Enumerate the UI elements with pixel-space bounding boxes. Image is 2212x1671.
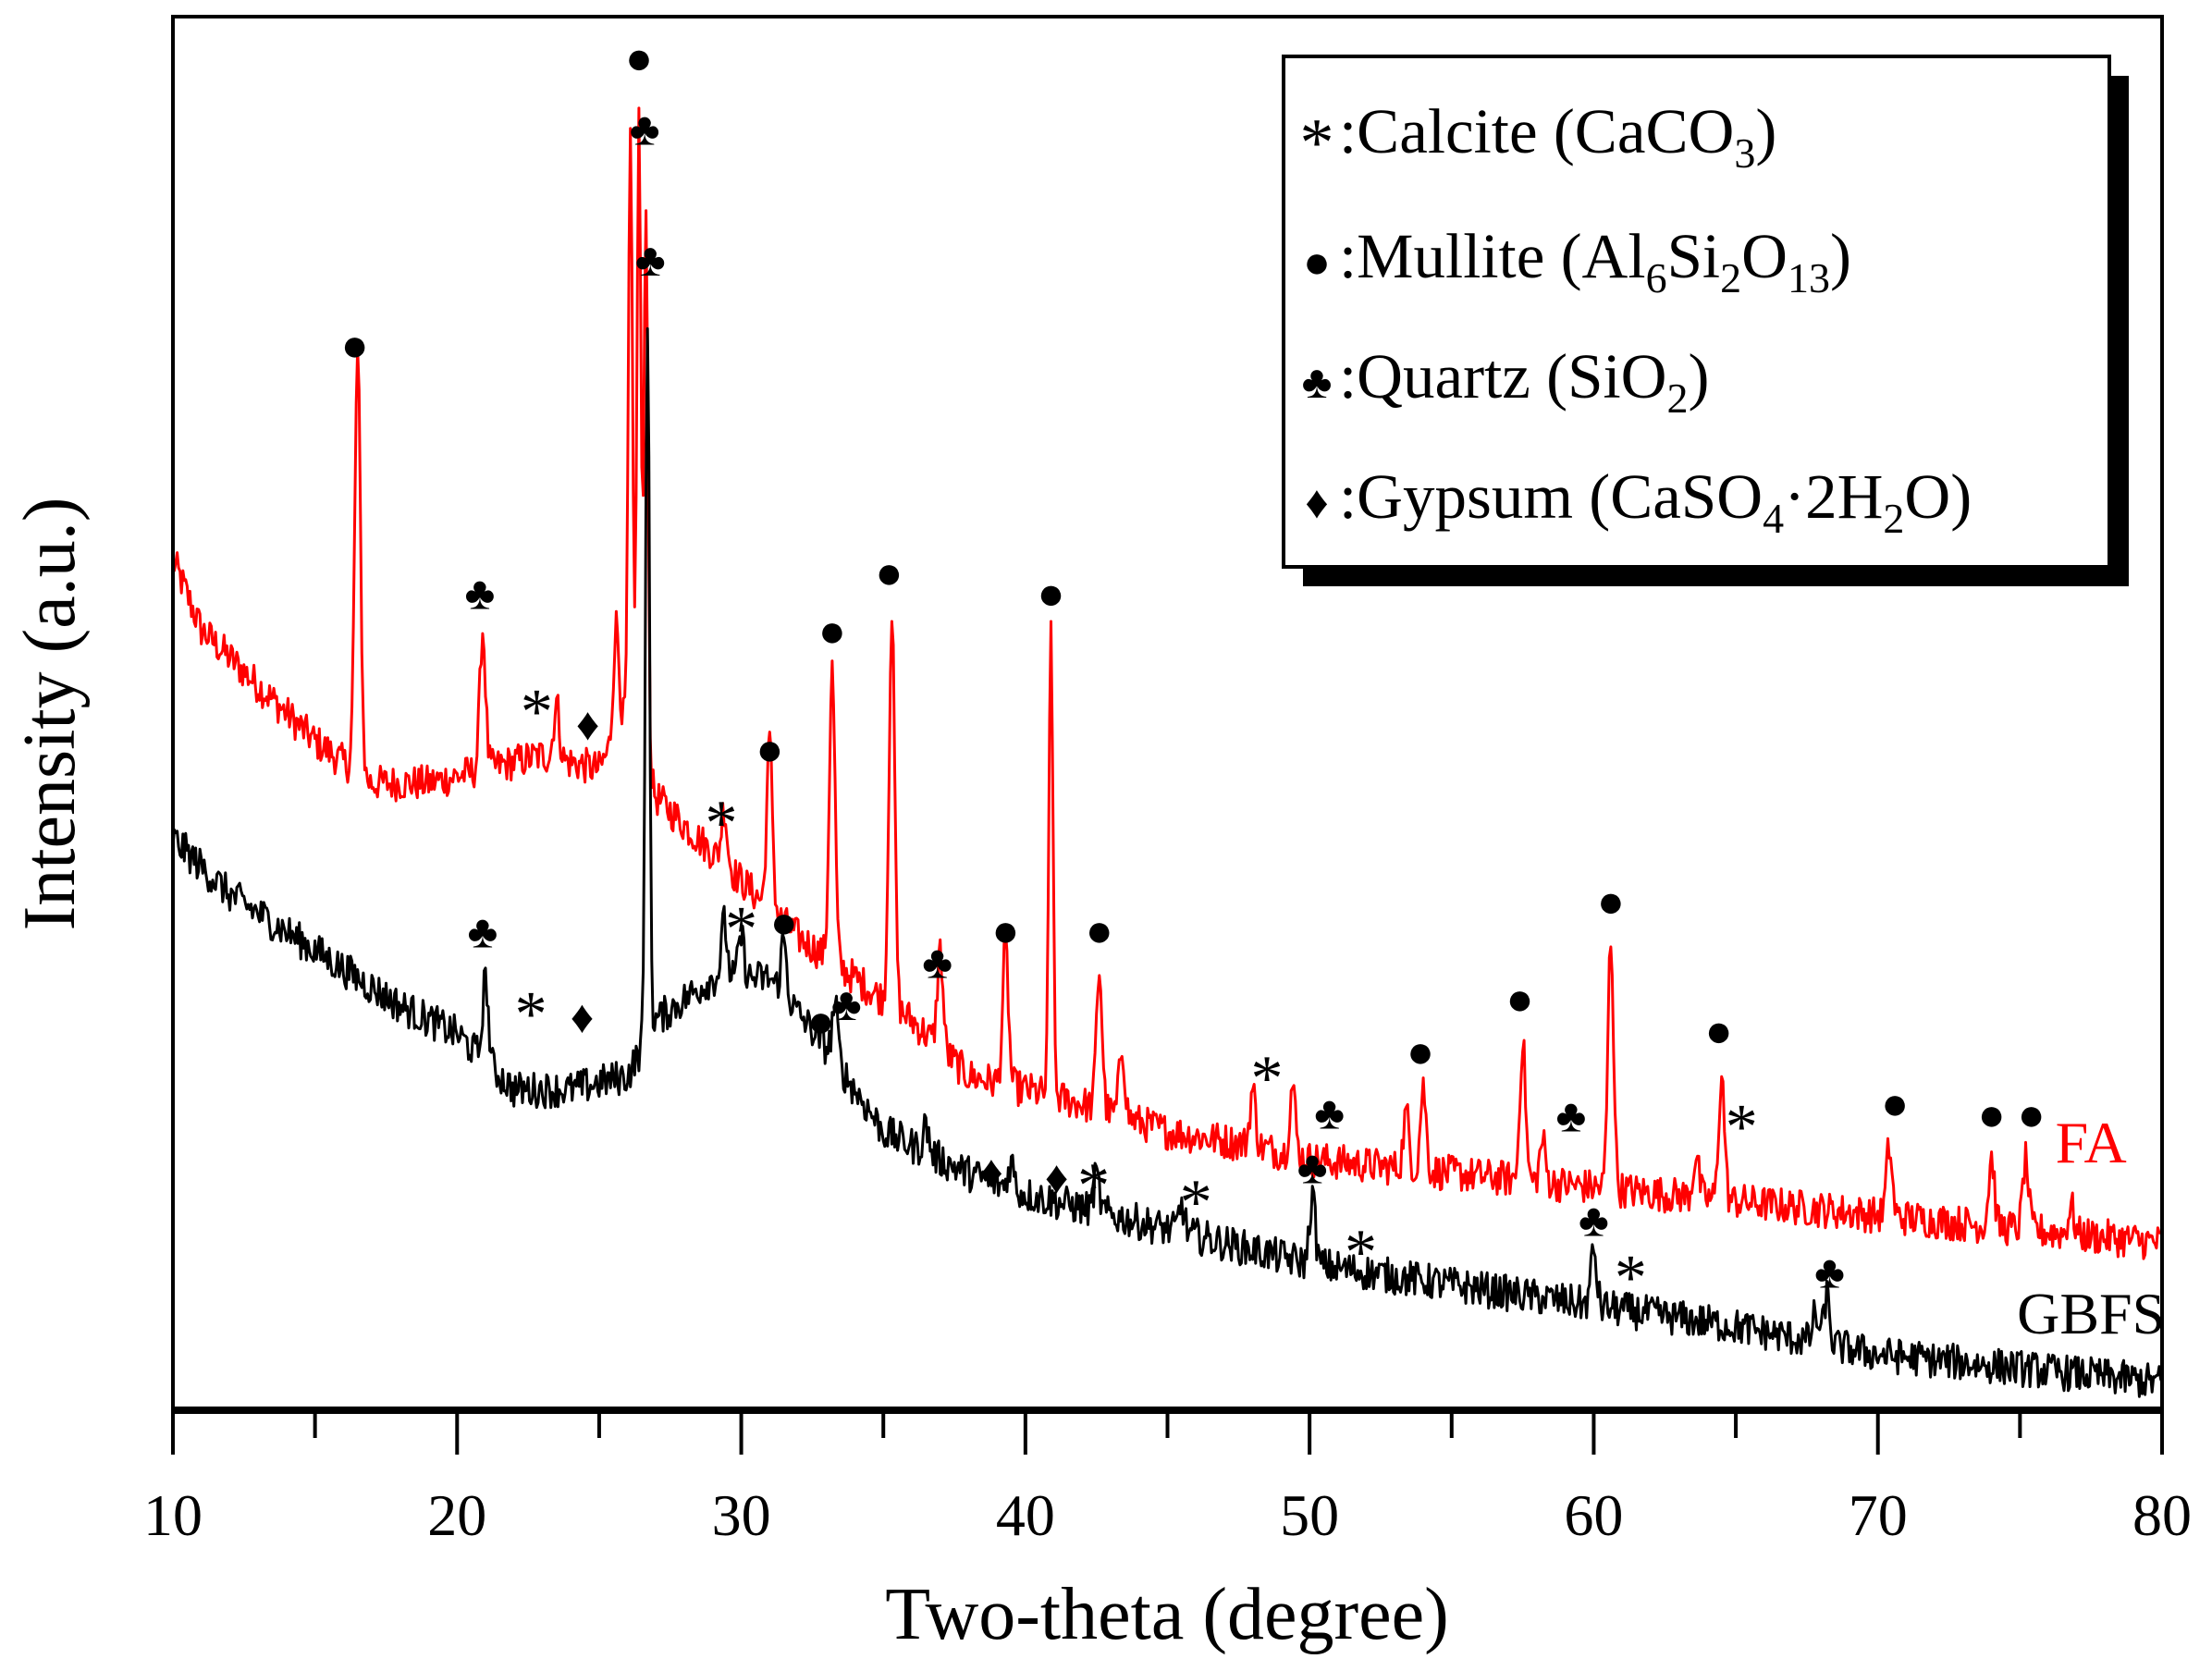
calcite-marker: *	[1615, 1242, 1647, 1313]
quartz-marker: ♣	[1555, 1090, 1586, 1142]
mullite-marker: ●	[2018, 1088, 2046, 1140]
legend-label: :Gypsum (CaSO4·2H2O)	[1339, 461, 1972, 542]
series-layer	[171, 106, 2164, 1398]
calcite-marker: *	[1077, 1150, 1110, 1222]
mullite-marker: ●	[756, 723, 783, 775]
legend-label: :Mullite (Al6Si2O13)	[1339, 221, 1851, 301]
legend-label: :Quartz (SiO2)	[1339, 341, 1710, 422]
legend-label: :Calcite (CaCO3)	[1339, 96, 1776, 177]
series-gbfs-line	[171, 326, 2164, 1398]
quartz-marker: ♣	[1314, 1087, 1345, 1139]
y-axis-label: Intensity (a.u.)	[9, 498, 91, 931]
calcite-marker: *	[1726, 1092, 1758, 1163]
x-axis-label: Two-theta (degree)	[885, 1574, 1449, 1655]
calcite-marker: *	[515, 978, 547, 1050]
mullite-marker: ●	[1978, 1088, 2006, 1140]
mullite-marker: ●	[1505, 973, 1533, 1025]
calcite-marker: *	[706, 788, 738, 859]
mullite-marker: ●	[770, 896, 798, 948]
legend: *:Calcite (CaCO3) ●:Mullite (Al6Si2O13) ♣:…	[1282, 55, 2129, 586]
mullite-marker: ●	[807, 995, 835, 1047]
legend-item-quartz: ♣:Quartz (SiO2)	[1302, 341, 1710, 422]
x-tick-label: 50	[1280, 1482, 1339, 1548]
mullite-marker: ●	[991, 904, 1019, 956]
calcite-marker: *	[521, 676, 553, 747]
mullite-marker: ●	[625, 32, 653, 84]
calcite-marker: *	[725, 894, 757, 965]
mullite-symbol-icon: ●	[1303, 236, 1331, 288]
mullite-marker: ●	[341, 319, 369, 371]
gypsum-marker: ♦	[1045, 1151, 1069, 1203]
quartz-marker: ♣	[630, 104, 660, 155]
mullite-marker: ●	[1881, 1077, 1909, 1129]
quartz-marker: ♣	[831, 978, 862, 1030]
calcite-symbol-icon: *	[1300, 105, 1334, 181]
mullite-marker: ●	[1597, 875, 1625, 927]
phase-annotations: ●♣♣●♣* ♦*●●● ●♣● ●* ♣●●●♣●* ● ● ●♣* ♦* ●●♣♦ ♦ * * ♣* ♣…	[341, 32, 2046, 1314]
calcite-marker: *	[1251, 1043, 1284, 1114]
quartz-symbol-icon: ♣	[1302, 356, 1333, 408]
mullite-marker: ●	[1407, 1026, 1434, 1077]
x-tick-label: 10	[143, 1482, 203, 1548]
series-label-fa: FA	[2056, 1110, 2127, 1175]
series-label-gbfs: GBFS	[2017, 1281, 2165, 1346]
gypsum-marker: ♦	[571, 991, 595, 1043]
x-tick-label: 60	[1564, 1482, 1623, 1548]
legend-item-calcite: *:Calcite (CaCO3)	[1300, 96, 1777, 181]
mullite-marker: ●	[818, 605, 846, 657]
x-tick-label: 30	[712, 1482, 771, 1548]
series-fa-line	[171, 106, 2163, 1260]
gypsum-marker: ♦	[979, 1146, 1003, 1198]
legend-box	[1282, 55, 2111, 569]
quartz-marker: ♣	[635, 234, 666, 286]
series-labels: FA GBFS	[2017, 1110, 2165, 1346]
quartz-marker: ♣	[1297, 1141, 1328, 1193]
x-tick-label: 20	[427, 1482, 486, 1548]
mullite-marker: ●	[1086, 904, 1113, 956]
quartz-marker: ♣	[1814, 1246, 1845, 1297]
quartz-marker: ♣	[464, 567, 495, 619]
mullite-marker: ●	[875, 547, 903, 598]
quartz-marker: ♣	[1579, 1195, 1609, 1247]
gypsum-marker: ♦	[576, 698, 600, 750]
legend-item-gypsum: ♦:Gypsum (CaSO4·2H2O)	[1305, 461, 1972, 542]
mullite-marker: ●	[1037, 567, 1064, 619]
x-tick-label: 40	[996, 1482, 1055, 1548]
calcite-marker: *	[1345, 1217, 1377, 1288]
mullite-marker: ●	[1705, 1005, 1733, 1057]
calcite-marker: *	[1180, 1167, 1212, 1238]
x-tick-label: 70	[1849, 1482, 1908, 1548]
legend-item-mullite: ●:Mullite (Al6Si2O13)	[1303, 221, 1851, 301]
x-ticks: 10 20 30 40 50 60 70 80	[143, 1410, 2192, 1548]
x-tick-label: 80	[2132, 1482, 2192, 1548]
quartz-marker: ♣	[922, 937, 952, 989]
quartz-marker: ♣	[468, 906, 498, 958]
gypsum-symbol-icon: ♦	[1305, 476, 1329, 528]
